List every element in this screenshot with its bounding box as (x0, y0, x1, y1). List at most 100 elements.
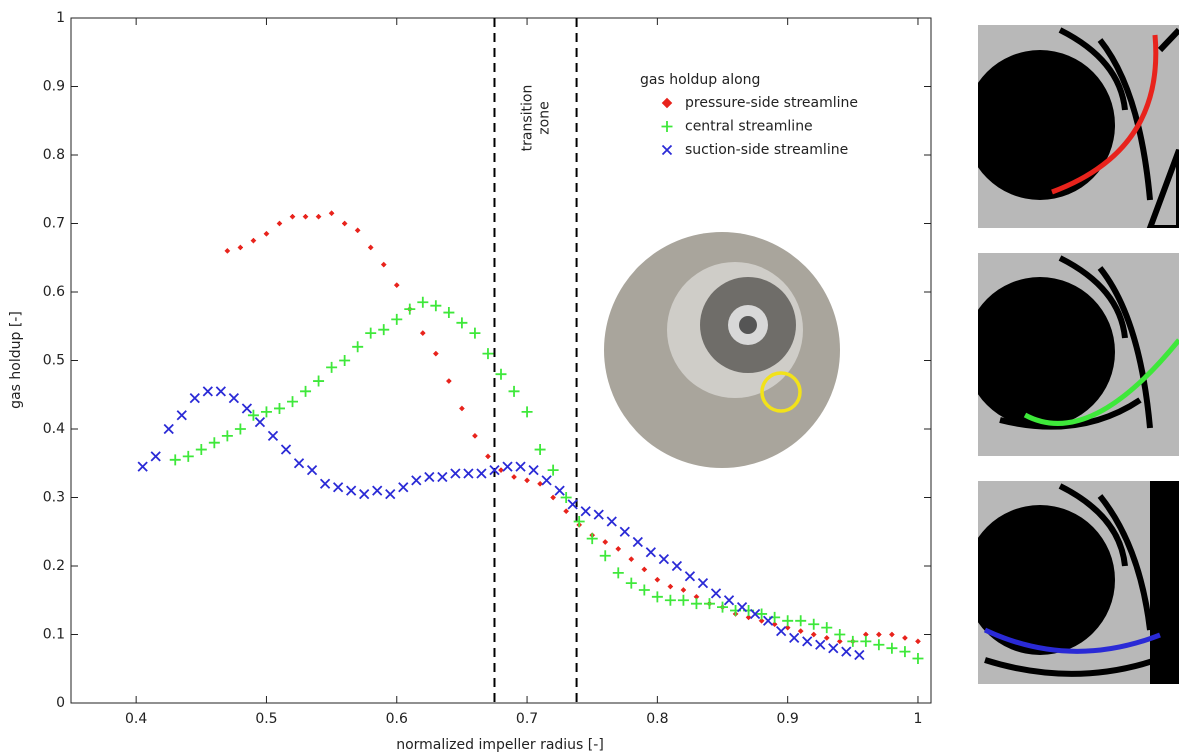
zone-label: transition (520, 85, 536, 152)
data-point (289, 213, 296, 220)
x-tick-label: 0.4 (125, 711, 147, 727)
data-point (276, 220, 283, 227)
legend-marker (661, 144, 673, 156)
data-point (306, 464, 318, 476)
data-point (664, 594, 676, 606)
data-point (823, 634, 830, 641)
data-point (808, 618, 820, 630)
data-point (169, 454, 181, 466)
data-point (810, 631, 817, 638)
data-point (703, 598, 715, 610)
data-point (234, 423, 246, 435)
y-tick-label: 0.2 (43, 558, 65, 574)
y-tick-label: 0.1 (43, 627, 65, 643)
data-point (802, 636, 813, 647)
y-tick-label: 0.7 (43, 216, 65, 232)
x-tick-label: 0.6 (386, 711, 408, 727)
data-point (163, 423, 174, 435)
legend-label: central streamline (685, 119, 813, 135)
data-point (417, 296, 429, 308)
data-point (547, 464, 559, 476)
data-point (654, 576, 661, 583)
data-point (671, 560, 683, 572)
data-point (836, 638, 843, 645)
data-point (263, 230, 270, 237)
data-point (901, 634, 908, 641)
y-tick-label: 0.9 (43, 79, 65, 95)
data-point (346, 485, 357, 496)
data-point (215, 386, 226, 397)
data-point (398, 482, 409, 493)
legend-label: pressure-side streamline (685, 95, 858, 111)
data-point (326, 361, 338, 373)
data-point (567, 499, 578, 510)
data-point (710, 588, 722, 599)
data-point (391, 313, 403, 325)
y-tick-label: 0.6 (43, 284, 65, 300)
data-point (458, 405, 465, 412)
data-point (354, 227, 361, 234)
data-point (915, 638, 921, 645)
data-point (873, 639, 885, 651)
data-point (537, 480, 544, 487)
data-point (224, 247, 231, 254)
data-point (745, 614, 752, 621)
data-point (528, 464, 539, 476)
y-tick-label: 0 (56, 695, 65, 711)
data-point (280, 444, 292, 455)
data-point (638, 584, 650, 596)
data-point (287, 396, 299, 408)
x-tick-label: 0.9 (777, 711, 799, 727)
data-point (137, 461, 148, 472)
data-point (339, 355, 351, 366)
data-point (380, 261, 387, 268)
data-point (821, 622, 833, 634)
data-point (541, 475, 552, 486)
data-point (628, 556, 635, 563)
legend-title: gas holdup along (640, 72, 760, 88)
data-point (445, 378, 452, 385)
data-point (319, 478, 331, 489)
data-point (563, 508, 570, 515)
data-point (430, 300, 442, 312)
data-point (677, 594, 689, 606)
data-point (182, 450, 194, 462)
data-point (886, 642, 898, 654)
data-point (789, 632, 800, 644)
y-tick-label: 0.8 (43, 147, 65, 163)
data-point (560, 492, 572, 503)
data-point (476, 468, 487, 479)
data-point (293, 458, 305, 469)
data-point (365, 327, 377, 339)
data-point (511, 473, 517, 480)
data-point (393, 282, 400, 289)
data-point (599, 550, 611, 562)
data-point (534, 444, 546, 456)
data-point (680, 587, 687, 593)
x-axis-label: normalized impeller radius [-] (396, 737, 604, 753)
data-point (667, 583, 674, 590)
data-point (797, 628, 804, 635)
data-point (524, 477, 531, 484)
data-point (502, 461, 513, 472)
data-point (550, 494, 557, 501)
data-point (385, 488, 396, 500)
data-point (834, 629, 846, 640)
data-point (717, 601, 729, 613)
data-point (254, 417, 266, 428)
data-point (332, 482, 344, 493)
data-point (697, 577, 709, 589)
streamline-image (978, 481, 1179, 684)
y-tick-label: 1 (56, 10, 65, 26)
data-point (372, 485, 383, 496)
data-point (202, 386, 213, 397)
data-point (899, 646, 911, 658)
data-point (847, 635, 859, 647)
data-point (443, 307, 455, 319)
data-point (359, 488, 370, 500)
data-point (489, 464, 500, 476)
data-point (521, 406, 533, 418)
data-point (300, 385, 312, 397)
data-point (632, 536, 643, 548)
data-point (463, 468, 474, 479)
